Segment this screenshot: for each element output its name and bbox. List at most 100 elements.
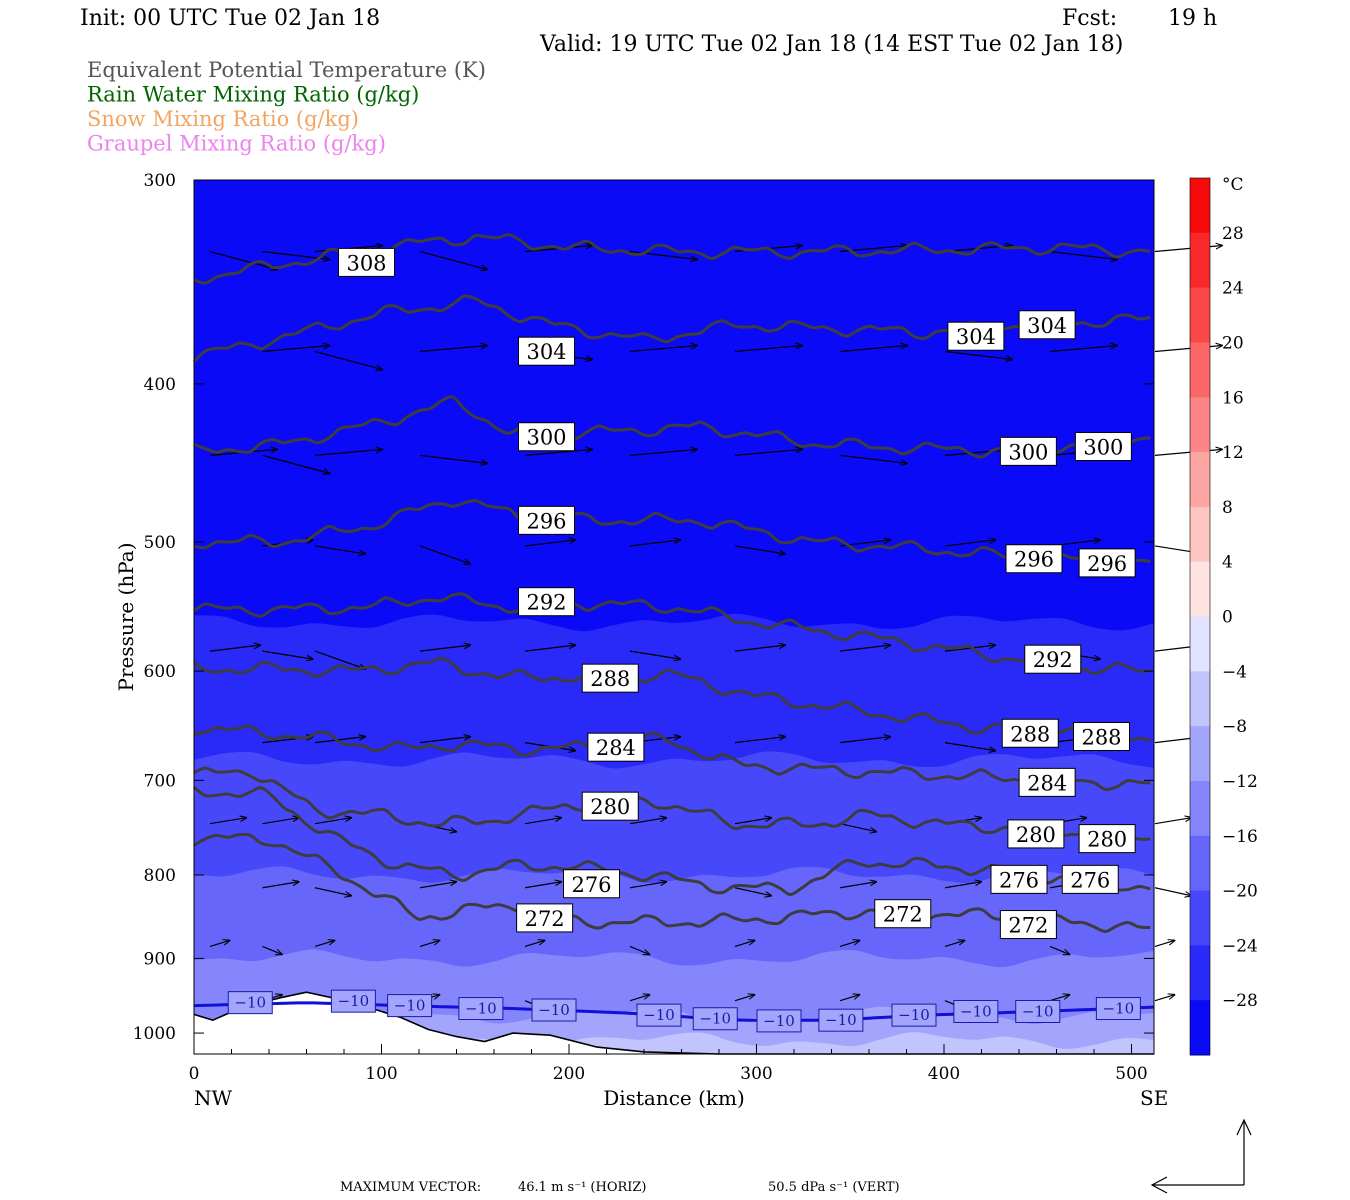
wind-vector: [1049, 945, 1070, 954]
wind-vector: [839, 940, 860, 948]
wind-vector: [734, 737, 785, 744]
theta-e-contour-label: 284: [1027, 771, 1067, 795]
wind-vector: [524, 540, 575, 547]
colorbar-swatch: [1190, 671, 1210, 727]
colorbar-swatch: [1190, 1000, 1210, 1056]
isotherm-label: −10: [1103, 1000, 1135, 1018]
theta-e-contour-label-box: [587, 732, 645, 762]
wind-vector: [524, 818, 561, 825]
max-horiz-vector: 46.1 m s⁻¹ (HORIZ): [518, 1180, 647, 1195]
colorbar-swatch: [1190, 726, 1210, 782]
wind-vector: [944, 940, 965, 948]
isotherm-label-box: [692, 1007, 738, 1031]
plot-frame: [193, 179, 1155, 1055]
theta-e-contour-label-box: [581, 663, 639, 693]
theta-e-contour-line: [193, 766, 1151, 841]
theta-e-contour-label: 300: [1008, 440, 1048, 464]
wind-vector: [734, 545, 785, 554]
wind-vector: [314, 650, 365, 669]
isotherm-label-box: [330, 989, 376, 1013]
theta-e-contour-label: 272: [883, 903, 923, 927]
colorbar-label: −4: [1222, 662, 1247, 682]
wind-vector: [839, 454, 907, 463]
colorbar-swatch: [1190, 178, 1210, 234]
theta-e-contour-label-box: [518, 336, 575, 366]
colorbar-label: 4: [1222, 553, 1233, 573]
theta-e-contour-label-box: [1001, 718, 1059, 748]
colorbar-swatch: [1190, 945, 1210, 1001]
colorbar-label: −20: [1222, 882, 1258, 902]
theta-e-contour-line: [193, 592, 1151, 675]
wind-vector: [209, 940, 230, 948]
legend-item: Equivalent Potential Temperature (K): [87, 58, 486, 82]
theta-e-contour-label: 296: [526, 509, 566, 533]
init-time: Init: 00 UTC Tue 02 Jan 18: [80, 6, 380, 31]
colorbar-label: 0: [1222, 608, 1233, 628]
forecast-label: Fcst:: [1062, 6, 1117, 31]
x-tick-label: 300: [740, 1064, 772, 1084]
colorbar-swatch: [1190, 452, 1210, 508]
wind-vector: [629, 818, 666, 825]
wind-vector: [524, 449, 592, 456]
wind-vector: [262, 882, 299, 889]
theta-e-contour-label: 272: [1008, 914, 1048, 938]
wind-vector: [524, 882, 561, 889]
colorbar-swatch: [1190, 780, 1210, 837]
wind-vector: [734, 887, 771, 896]
theta-e-contour-label: 296: [1087, 552, 1127, 576]
wind-vector: [314, 887, 351, 896]
wind-vector: [734, 645, 785, 652]
theta-e-contour-label: 304: [526, 340, 566, 364]
wind-vector: [419, 250, 487, 270]
wind-vector: [1049, 250, 1117, 260]
colorbar-swatch: [1190, 287, 1210, 343]
theta-e-contour-label-box: [1078, 548, 1136, 578]
theta-e-contour-label-box: [1005, 544, 1063, 574]
isotherm-layer: −10 −10 −10 −10 −10 −10 −10 −10 −10 −10 −10 −10 −10: [193, 989, 1155, 1033]
wind-vector: [419, 940, 440, 948]
wind-vector: [839, 823, 876, 832]
theta-e-contour-label-box: [990, 864, 1048, 894]
isotherm-label-box: [818, 1008, 864, 1032]
wind-vector: [419, 737, 470, 744]
wind-vector: [262, 650, 313, 659]
colorbar-unit: °C: [1222, 175, 1244, 195]
wind-vector: [314, 350, 382, 369]
wind-vector: [629, 540, 680, 547]
wind-vector: [524, 940, 545, 948]
theta-e-contour-label-box: [1018, 310, 1076, 340]
theta-e-contour-line: [193, 724, 1151, 792]
theta-e-contour-label: 304: [956, 325, 996, 349]
theta-e-contour-label: 284: [596, 736, 636, 760]
y-tick-label: 900: [144, 949, 176, 969]
colorbar-label: 8: [1222, 498, 1233, 518]
theta-e-contour-label: 288: [590, 667, 630, 691]
isotherm-label-box: [891, 1003, 937, 1027]
isotherm-label: −10: [898, 1006, 930, 1024]
reference-vector-icon: [1150, 1118, 1252, 1194]
isotherm-label-box: [227, 991, 273, 1015]
colorbar-label: −12: [1222, 772, 1258, 792]
y-tick-label: 500: [144, 533, 176, 553]
theta-e-contour-label: 300: [1083, 436, 1123, 460]
wind-vector: [839, 995, 860, 1002]
y-tick-label: 800: [144, 866, 176, 886]
x-axis-label: Distance (km): [603, 1086, 745, 1110]
wind-vector: [419, 882, 456, 889]
theta-e-contour-label: 276: [999, 868, 1039, 892]
wind-vector: [734, 449, 802, 456]
wind-vector: [314, 818, 351, 825]
wind-vector: [629, 995, 650, 1002]
theta-e-contour-label: 292: [1033, 648, 1073, 672]
colorbar-swatch: [1190, 506, 1210, 563]
wind-vector: [262, 818, 299, 825]
wind-vector: [1154, 246, 1222, 253]
theta-e-contour-label: 276: [571, 873, 611, 897]
wind-vector: [209, 250, 277, 270]
isotherm-label-box: [636, 1003, 682, 1027]
colorbar-swatch: [1190, 342, 1210, 398]
theta-e-contour-line: [193, 832, 1151, 933]
isotherm-label-box: [1095, 997, 1141, 1021]
wind-vector: [419, 545, 470, 564]
